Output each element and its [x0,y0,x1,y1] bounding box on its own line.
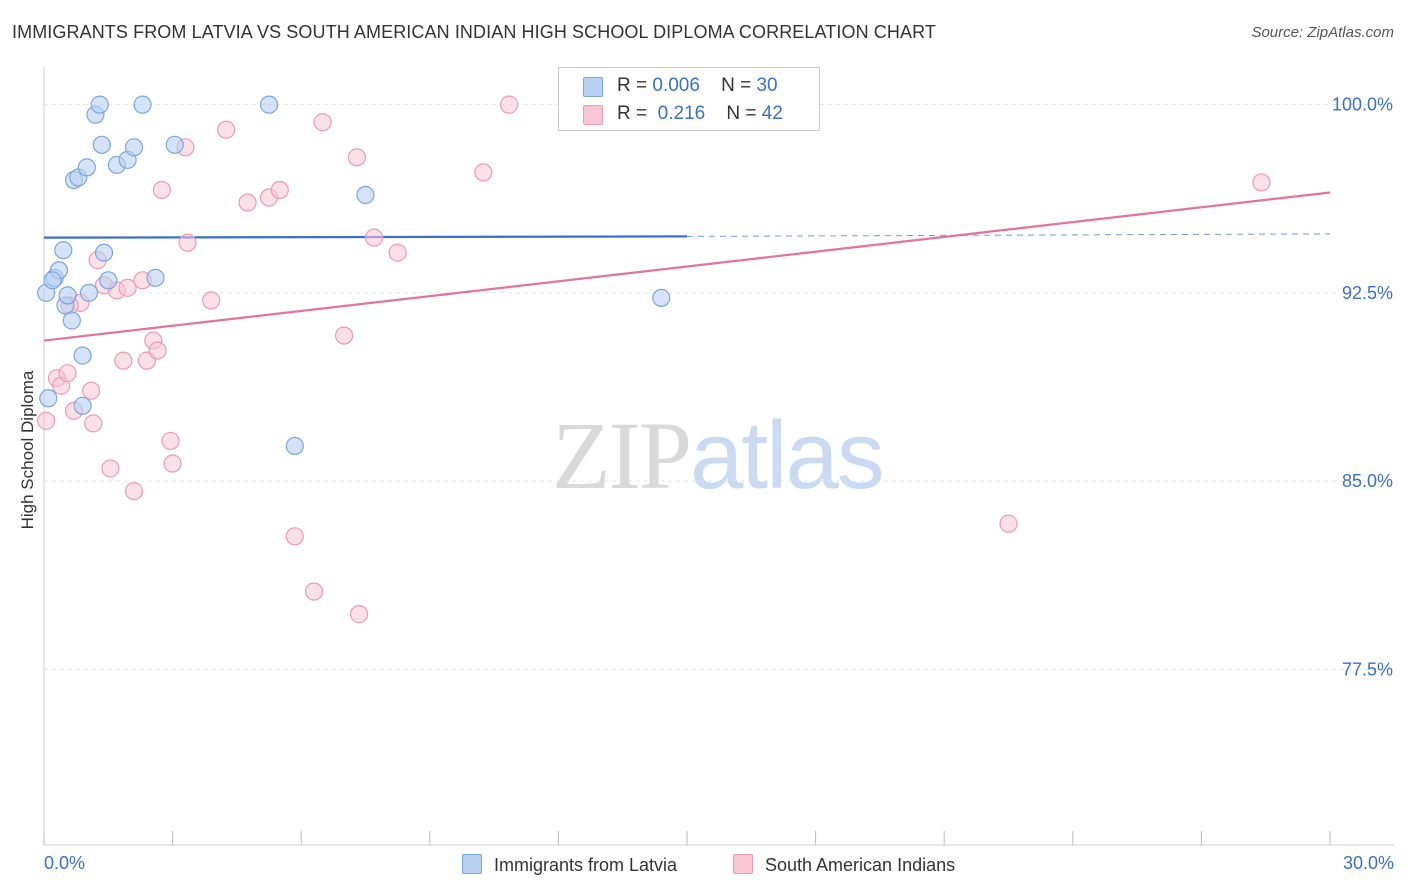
data-point-south-american-indian [334,326,354,345]
data-point-south-american-indian [1252,173,1271,192]
data-point-latvia [146,268,165,287]
legend-r-label: R = [617,103,648,124]
source-credit: Source: ZipAtlas.com [1251,24,1394,41]
data-point-south-american-indian [304,582,324,601]
y-tick-label: 92.5% [1342,283,1393,303]
x-tick-label: 0.0% [44,853,85,873]
y-tick-label: 85.0% [1342,471,1393,491]
watermark: ZIPatlas [552,400,885,511]
data-point-latvia [79,283,99,302]
data-point-south-american-indian [163,454,182,473]
data-point-latvia [356,185,375,205]
legend-n-label: N = [726,103,757,124]
data-point-south-american-indian [500,95,519,114]
correlation-legend: R = 0.006 N = 30 R = 0.216 N = 42 [558,67,820,131]
data-point-latvia [165,135,184,154]
data-point-south-american-indian [285,527,304,546]
data-point-south-american-indian [148,341,167,360]
data-point-latvia [39,389,58,408]
points-layer [37,95,1271,624]
data-point-south-american-indian [82,381,101,400]
data-point-south-american-indian [37,411,56,430]
data-point-south-american-indian [178,233,197,252]
data-point-south-american-indian [124,482,144,501]
data-point-latvia [124,138,144,157]
legend-r-label: R = [617,75,648,96]
data-point-latvia [133,95,152,114]
y-tick-label: 100.0% [1332,95,1393,115]
grid-layer [44,104,1394,670]
data-point-south-american-indian [84,414,103,433]
trend-line-south-american-indian [43,191,1331,342]
data-point-latvia [92,135,111,154]
data-point-south-american-indian [118,278,137,297]
y-axis-label-container: High School Diploma [14,300,42,600]
data-point-latvia [652,288,671,307]
data-point-south-american-indian [347,148,367,167]
series-legend: Immigrants from Latvia South American In… [0,852,1406,878]
data-point-south-american-indian [152,180,171,200]
data-point-south-american-indian [114,351,133,370]
x-tick-label: 30.0% [1343,853,1394,873]
data-point-south-american-indian [364,228,384,247]
legend-n-value: 30 [756,75,778,96]
data-point-latvia [285,436,304,456]
data-point-latvia [54,241,73,260]
data-point-south-american-indian [202,291,221,310]
legend-swatch-latvia [583,77,603,97]
watermark-zip: ZIP [552,402,692,509]
data-point-south-american-indian [388,243,407,262]
legend-text-latvia: R = 0.006 N = 30 [617,73,778,99]
legend-text-south-american-indian: R = 0.216 N = 42 [617,101,783,127]
data-point-latvia [259,95,279,114]
data-point-latvia [43,271,62,290]
axis-layer [43,67,1394,846]
data-point-south-american-indian [101,459,120,478]
data-point-south-american-indian [217,120,236,139]
data-point-south-american-indian [349,605,369,624]
data-point-south-american-indian [161,431,180,451]
trend-line-latvia-extension [686,233,1331,237]
data-point-south-american-indian [474,163,493,182]
data-point-latvia [94,243,114,262]
y-tick-label: 77.5% [1342,659,1393,679]
y-axis-label: High School Diploma [18,370,37,530]
data-point-latvia [99,271,118,290]
legend-r-value: 0.006 [652,75,700,96]
data-point-latvia [73,346,92,365]
series-label-south-american-indian: South American Indians [765,855,956,875]
data-point-latvia [58,286,77,305]
tick-label-layer: 77.5% 85.0% 92.5% 100.0% 0.0% 30.0% [44,95,1394,873]
data-point-south-american-indian [270,180,289,200]
legend-n-label: N = [721,75,752,96]
data-point-latvia [73,396,92,415]
data-point-south-american-indian [313,113,332,132]
data-point-latvia [62,311,81,330]
series-swatch-latvia [462,854,482,874]
data-point-latvia [90,95,109,114]
trend-layer [43,191,1331,342]
data-point-south-american-indian [58,364,77,383]
watermark-atlas: atlas [690,402,885,509]
series-label-latvia: Immigrants from Latvia [494,855,678,875]
chart-title: IMMIGRANTS FROM LATVIA VS SOUTH AMERICAN… [12,22,936,42]
legend-swatch-south-american-indian [583,105,603,125]
legend-n-value: 42 [761,103,783,124]
data-point-south-american-indian [999,514,1018,533]
series-swatch-south-american-indian [733,854,753,874]
legend-r-value: 0.216 [657,103,706,124]
data-point-south-american-indian [238,193,257,212]
data-point-latvia [77,158,96,177]
